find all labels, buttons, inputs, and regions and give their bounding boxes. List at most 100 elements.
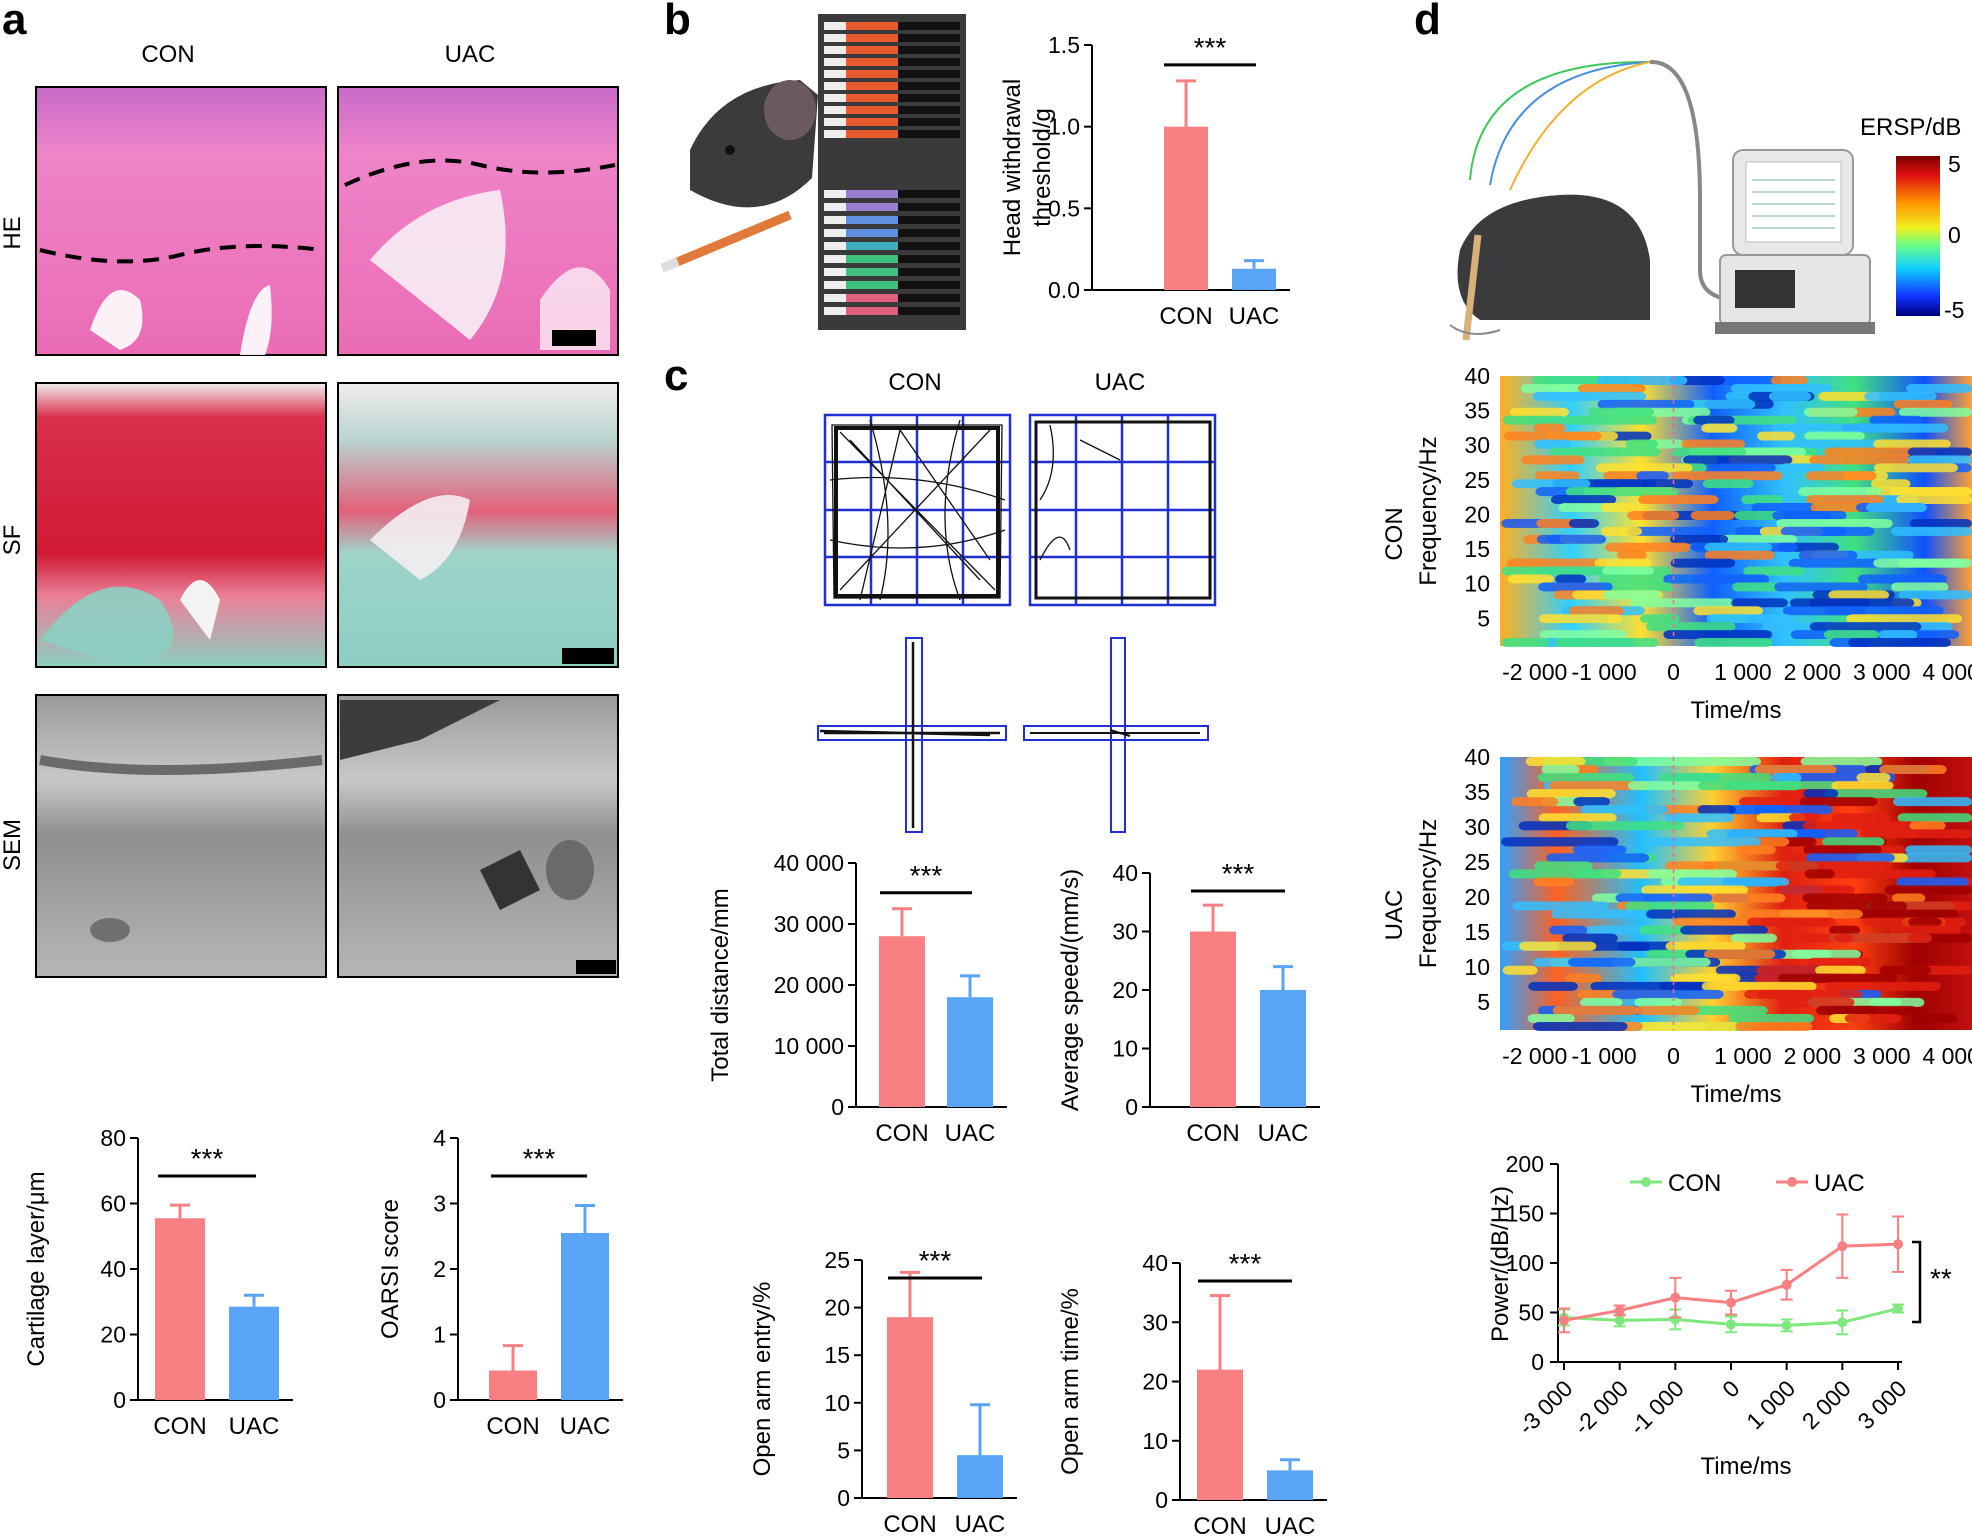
heatmap-patch bbox=[1776, 383, 1833, 393]
colorbar-tick-top: 5 bbox=[1948, 151, 1961, 177]
heatmap-patch bbox=[1625, 439, 1658, 449]
filament-label bbox=[824, 242, 846, 250]
filament-label bbox=[824, 130, 846, 138]
y-tick-label: 10 000 bbox=[774, 1033, 844, 1059]
heatmap-patch bbox=[1873, 558, 1966, 568]
y-tick-label: 25 bbox=[824, 1247, 850, 1273]
heatmap-patch bbox=[1757, 431, 1795, 441]
legend-label-con: CON bbox=[1668, 1170, 1721, 1197]
opentime-chart: 0 10 20 30 40 CON UAC *** Open arm time/% bbox=[1057, 1248, 1327, 1540]
filament-body bbox=[898, 82, 960, 90]
heatmap-patch bbox=[1565, 973, 1602, 983]
x-tick-label: -2 000 bbox=[1569, 1375, 1634, 1440]
y-tick-label: 20 bbox=[1464, 884, 1490, 910]
y-tick-label: 25 bbox=[1464, 849, 1490, 875]
x-tick-label: -1 000 bbox=[1572, 659, 1637, 685]
open-field-track-con bbox=[823, 413, 1012, 607]
data-point-con bbox=[1837, 1317, 1848, 1328]
x-tick-label-con: CON bbox=[486, 1413, 539, 1440]
y-axis-label: Cartilage layer/μm bbox=[23, 1171, 50, 1366]
heatmap-patch bbox=[1770, 376, 1808, 385]
heatmap-patch bbox=[1889, 487, 1972, 497]
y-tick-label: 5 bbox=[837, 1437, 850, 1463]
colorbar-tick-mid: 0 bbox=[1948, 222, 1961, 248]
filament-label bbox=[824, 82, 846, 90]
significance-bracket bbox=[1912, 1240, 1922, 1324]
heatmap-patch bbox=[1828, 590, 1890, 600]
heatmap-patch bbox=[1580, 805, 1668, 815]
row-label-sem: SEM bbox=[0, 819, 26, 871]
heatmap-patch bbox=[1595, 463, 1693, 473]
heatmap-patch bbox=[1768, 391, 1812, 401]
heatmap-patch bbox=[1800, 933, 1853, 943]
heatmap-patch bbox=[1509, 407, 1570, 417]
y-tick-label: 150 bbox=[1506, 1201, 1544, 1227]
y-tick-label: 0 bbox=[1531, 1349, 1544, 1375]
heatmap-patch bbox=[1526, 789, 1616, 799]
bar-con bbox=[879, 936, 925, 1107]
filament-body bbox=[898, 46, 960, 54]
heatmap-patch bbox=[1804, 869, 1835, 879]
heatmap-patch bbox=[1736, 845, 1776, 855]
panel-label-c: c bbox=[664, 351, 688, 400]
heatmap-patch bbox=[1809, 622, 1922, 632]
x-tick-label-uac: UAC bbox=[229, 1413, 280, 1440]
x-tick-label-uac: UAC bbox=[1258, 1120, 1309, 1147]
heatmap-patch bbox=[1627, 781, 1705, 791]
heatmap-patch bbox=[1869, 415, 1924, 425]
heatmap-patch bbox=[1772, 511, 1847, 520]
data-point-uac bbox=[1726, 1297, 1736, 1308]
y-tick-label: 0 bbox=[831, 1094, 844, 1120]
heatmap-patch bbox=[1565, 487, 1679, 497]
filament-handle bbox=[846, 82, 898, 90]
heatmap-patch bbox=[1809, 598, 1915, 608]
heatmap-patch bbox=[1800, 757, 1883, 767]
heatmap-patch bbox=[1670, 558, 1736, 568]
data-point-con bbox=[1614, 1315, 1625, 1326]
heatmap-patch bbox=[1636, 471, 1669, 481]
significance-stars: ** bbox=[1930, 1263, 1952, 1294]
heatmap-patch bbox=[1641, 885, 1748, 895]
y-tick-label: 0 bbox=[1155, 1487, 1168, 1513]
heatmap-patch bbox=[1532, 391, 1647, 401]
heatmap-patch bbox=[1806, 495, 1884, 505]
y-axis-label: Open arm entry/% bbox=[749, 1282, 776, 1477]
heatmap-patch bbox=[1549, 925, 1588, 935]
heatmap-patch bbox=[1546, 534, 1606, 544]
filament-label bbox=[824, 281, 846, 289]
filament-handle bbox=[846, 255, 898, 263]
heatmap-patch bbox=[1908, 917, 1942, 927]
heatmap-patch bbox=[1799, 797, 1878, 807]
heatmap-patch bbox=[1701, 981, 1817, 991]
filament-handle bbox=[846, 94, 898, 102]
heatmap-patch bbox=[1909, 821, 1946, 831]
heatmap-patch bbox=[1834, 933, 1932, 943]
heatmap-patch bbox=[1806, 901, 1908, 911]
y-tick-label: 40 bbox=[100, 1256, 126, 1282]
y-tick-label: 80 bbox=[100, 1125, 126, 1151]
filament-body bbox=[898, 281, 960, 289]
heatmap-patch bbox=[1706, 614, 1794, 624]
x-tick-label-uac: UAC bbox=[955, 1511, 1006, 1538]
heatmap-patch bbox=[1905, 630, 1960, 640]
filament-body bbox=[898, 34, 960, 42]
heatmap-patch bbox=[1638, 495, 1719, 505]
x-tick-label: 2 000 bbox=[1797, 1375, 1856, 1434]
filament-body bbox=[898, 294, 960, 302]
heatmap-patch bbox=[1754, 805, 1833, 815]
heatmap-patch bbox=[1634, 997, 1682, 1007]
filament-label bbox=[824, 94, 846, 102]
data-point-uac bbox=[1781, 1279, 1792, 1290]
heatmap-patch bbox=[1777, 973, 1898, 983]
heatmap-patch bbox=[1728, 1013, 1814, 1023]
panel-label-b: b bbox=[664, 0, 691, 44]
heatmap-patch bbox=[1611, 957, 1711, 967]
heatmap-patch bbox=[1824, 447, 1937, 457]
heatmap-patch bbox=[1815, 965, 1866, 975]
x-tick-label: -1 000 bbox=[1572, 1043, 1637, 1069]
y-tick-label: 40 bbox=[1464, 744, 1490, 770]
filament-label bbox=[824, 255, 846, 263]
y-tick-label: 40 bbox=[1464, 363, 1490, 389]
panel-label-a: a bbox=[2, 0, 27, 44]
heatmap-patch bbox=[1659, 773, 1773, 783]
